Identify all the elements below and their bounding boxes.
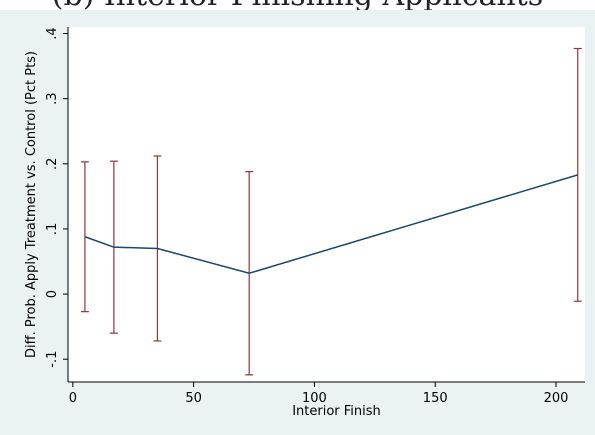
- figure-caption: (b) Interior Finishing Applicants: [0, 0, 595, 18]
- y-tick-label: .1: [45, 223, 60, 235]
- x-tick-label: 200: [544, 391, 569, 406]
- plot-area: [68, 27, 585, 382]
- y-tick-label: .3: [45, 92, 60, 104]
- x-tick-label: 100: [302, 391, 327, 406]
- x-tick-label: 0: [69, 391, 77, 406]
- axes: -.1 0 .1 .2 .3 .4 0 50 100 150 200: [45, 27, 585, 406]
- y-tick-label: -.1: [45, 351, 60, 368]
- series-line: [84, 174, 578, 274]
- y-tick-label: 0: [45, 290, 60, 298]
- y-tick-label: .4: [45, 27, 60, 39]
- x-tick-label: 50: [185, 391, 202, 406]
- line-chart: -.1 0 .1 .2 .3 .4 0 50 100 150 200 Interior Finish…: [24, 27, 585, 419]
- series-line-layer: [84, 174, 578, 274]
- x-axis-title: Interior Finish: [292, 404, 381, 419]
- y-axis-title: Diff. Prob. Apply Treatment vs. Control …: [24, 51, 39, 358]
- x-tick-label: 150: [423, 391, 448, 406]
- y-tick-label: .2: [45, 158, 60, 170]
- graph-region: -.1 0 .1 .2 .3 .4 0 50 100 150 200 Interior Finish…: [0, 10, 595, 435]
